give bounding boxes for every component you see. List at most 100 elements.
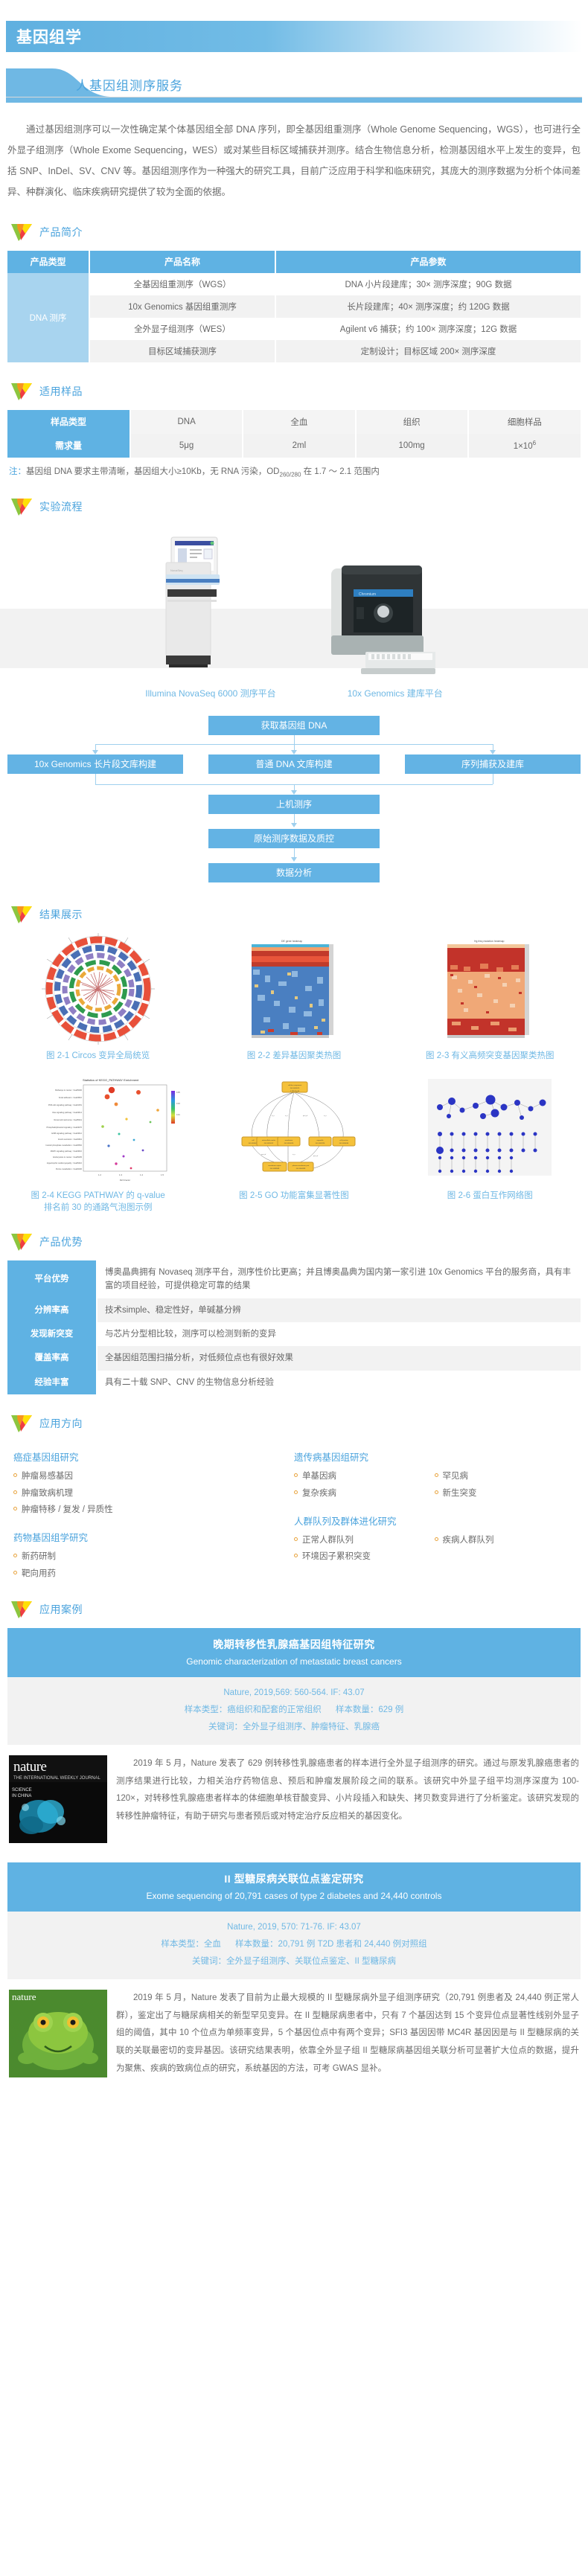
product-param-cell: DNA 小片段建库；30× 测序深度；90G 数据 [275, 272, 581, 295]
application-item: 单基因病 [294, 1468, 435, 1484]
go-dag-image: cellular component GO:0005575 1.79141e-05 … [205, 1073, 383, 1185]
page-title: 基因组学 [16, 29, 82, 46]
svg-text:Pathways in cancer : hsa05200: Pathways in cancer : hsa05200 [55, 1089, 83, 1092]
bullet-dot-icon [294, 1490, 298, 1494]
svg-text:is_a: is_a [324, 1115, 327, 1117]
section-heading-advantage: 产品优势 [10, 1232, 588, 1252]
bullet-dot-icon [13, 1554, 17, 1558]
advantage-label: 平台优势 [7, 1260, 98, 1298]
svg-text:part_of: part_of [313, 1155, 319, 1157]
svg-text:Purine metabolism : hsa00230: Purine metabolism : hsa00230 [56, 1167, 83, 1170]
bullet-dot-icon [294, 1537, 298, 1541]
case-title-cn: 晚期转移性乳腺癌基因组特征研究 [213, 1638, 375, 1651]
case-title-cn: II 型糖尿病关联位点鉴定研究 [224, 1873, 364, 1885]
svg-text:1.3: 1.3 [119, 1173, 122, 1176]
case-description-2: 2019 年 5 月，Nature 发表了目前为止最大规模的 II 型糖尿病外显… [116, 1993, 579, 2073]
product-name-cell: 目标区域捕获测序 [89, 339, 276, 362]
section-label-advantage: 产品优势 [39, 1235, 83, 1248]
sample-amount-cell: 2ml [243, 433, 357, 458]
svg-text:part_of: part_of [303, 1115, 308, 1117]
svg-text:GO:0098589: GO:0098589 [270, 1168, 280, 1170]
case-description-1: 2019 年 5 月，Nature 发表了 629 例转移性乳腺癌患者的样本进行… [116, 1759, 579, 1821]
svg-text:0.01: 0.01 [176, 1114, 180, 1116]
results-figure-row-2: Statistics of KEGG_PATHWAY Enrichment Pa… [0, 1073, 588, 1213]
flow-node-step: 上机测序 [208, 794, 380, 814]
bullet-dot-icon [13, 1570, 17, 1574]
application-item: 环境因子累积突变 [294, 1548, 435, 1565]
table-row: 10x Genomics 基因组重测序 长片段建库；40× 测序深度；约 120… [7, 295, 581, 318]
svg-text:GO:0030054: GO:0030054 [339, 1143, 349, 1144]
sample-amount-label: 需求量 [7, 433, 131, 458]
flow-node-branch: 10x Genomics 长片段文库构建 [7, 754, 183, 774]
advantage-label: 覆盖率高 [7, 1346, 98, 1371]
case-meta-2: Nature, 2019, 570: 71-76. IF: 43.07 样本类型… [7, 1912, 581, 1980]
section-heading-results: 结果展示 [10, 905, 588, 924]
instrument-caption: 10x Genomics 建库平台 [347, 688, 443, 699]
application-item: 新药研制 [13, 1548, 294, 1565]
figure-item: Hg freq mutation heatmap [400, 933, 579, 1061]
advantage-label: 分辨率高 [7, 1298, 98, 1322]
case-sample-line: 样本类型：癌组织和配套的正常组织 样本数量：629 例 [184, 1705, 404, 1715]
advantage-text: 具有二十载 SNP、CNV 的生物信息分析经验 [97, 1370, 581, 1395]
svg-text:Phosphatidylinositol signaling: Phosphatidylinositol signaling : hsa0407… [46, 1126, 82, 1129]
sample-type-cell: 组织 [355, 409, 469, 434]
advantages-table: 平台优势 博奥晶典拥有 Novaseq 测序平台，测序性价比更高；并且博奥晶典为… [7, 1260, 581, 1395]
table-row: 分辨率高 技术simple、稳定性好，单碱基分辨 [7, 1298, 581, 1322]
figure-item: 图 2-1 Circos 变异全局统览 [9, 932, 188, 1061]
th-product-param: 产品参数 [275, 250, 581, 273]
heatmap-orange-image: Hg freq mutation heatmap [400, 933, 579, 1045]
sample-type-label: 样品类型 [7, 409, 131, 434]
flow-node-branch: 普通 DNA 文库构建 [208, 754, 380, 774]
nature-frog-cover: nature [9, 1990, 107, 2078]
advantage-label: 经验丰富 [7, 1370, 98, 1395]
section-label-results: 结果展示 [39, 908, 83, 920]
check-v-icon [11, 1233, 32, 1251]
bullet-dot-icon [294, 1473, 298, 1478]
application-column-right: 遗传病基因组研究 单基因病 复杂疾病 罕见病 新生突变 人群队列及群体进化研究 … [294, 1442, 575, 1582]
table-row: 样品类型 DNA 全血 组织 细胞样品 [7, 409, 581, 434]
case-journal: Nature, 2019, 570: 71-76. IF: 43.07 [227, 1923, 361, 1932]
instrument-band [0, 608, 588, 668]
svg-text:Ras signaling pathway : hsa040: Ras signaling pathway : hsa04014 [52, 1111, 82, 1114]
instrument-caption: Illumina NovaSeq 6000 测序平台 [145, 688, 276, 699]
bullet-dot-icon [13, 1473, 17, 1478]
sample-type-cell: 细胞样品 [467, 409, 581, 434]
nature-journal-cover: nature THE INTERNATIONAL WEEKLY JOURNAL … [9, 1755, 107, 1844]
section-heading-workflow: 实验流程 [10, 497, 588, 516]
svg-text:extracellular matrix: extracellular matrix [262, 1139, 276, 1141]
case-sample-line: 样本类型：全血 样本数量：20,791 例 T2D 患者和 24,440 例对照… [161, 1940, 427, 1949]
svg-text:Insulin secretion : hsa04911: Insulin secretion : hsa04911 [58, 1138, 83, 1141]
case-header-1: 晚期转移性乳腺癌基因组特征研究 Genomic characterization… [7, 1628, 581, 1678]
svg-text:1.2: 1.2 [98, 1173, 101, 1176]
figure-caption: 图 2-5 GO 功能富集显著性图 [239, 1191, 349, 1200]
svg-text:Chromium: Chromium [359, 592, 376, 597]
product-table: 产品类型 产品名称 产品参数 DNA 测序 全基因组重测序（WGS） DNA 小… [7, 250, 581, 362]
note-subscript: 260/280 [279, 470, 301, 478]
case-journal: Nature, 2019,569: 560-564. IF: 43.07 [223, 1688, 365, 1698]
ppi-network-image [400, 1073, 579, 1185]
figure-caption: 图 2-4 KEGG PATHWAY 的 q-value 排名前 30 的通路气… [9, 1189, 188, 1213]
sample-type-cell: DNA [130, 409, 244, 434]
svg-text:organelle: organelle [316, 1139, 324, 1141]
svg-text:1.4: 1.4 [140, 1173, 143, 1176]
check-v-icon [11, 382, 32, 400]
svg-text:0.05: 0.05 [176, 1092, 180, 1094]
svg-text:nature: nature [12, 1991, 36, 2002]
nature-cover-art: SCIENCE IN CHINA [9, 1782, 107, 1844]
figure-item: cellular component GO:0005575 1.79141e-05 … [205, 1073, 383, 1213]
application-item: 肿瘤易感基因 [13, 1468, 294, 1484]
page-banner: 基因组学 [6, 21, 582, 52]
advantage-label: 发现新突变 [7, 1321, 98, 1347]
product-param-cell: Agilent v6 捕获；约 100× 测序深度；12G 数据 [275, 317, 581, 340]
svg-text:GO:0005575: GO:0005575 [290, 1088, 300, 1089]
bullet-dot-icon [13, 1506, 17, 1510]
case-keywords-line: 关键词：全外显子组测序、肿瘤特征、乳腺癌 [208, 1723, 380, 1732]
instrument-captions: Illumina NovaSeq 6000 测序平台 10x Genomics … [0, 687, 588, 699]
advantage-text: 技术simple、稳定性好，单碱基分辨 [97, 1298, 581, 1322]
section-label-workflow: 实验流程 [39, 500, 83, 513]
results-figure-row-1: 图 2-1 Circos 变异全局统览 DE gene heatmap [0, 932, 588, 1061]
svg-text:Focal adhesion : hsa04510: Focal adhesion : hsa04510 [59, 1096, 83, 1099]
sample-type-cell: 全血 [243, 409, 357, 434]
flow-node-branch: 序列捕获及建库 [405, 754, 581, 774]
heatmap-blue-image: DE gene heatmap [205, 933, 383, 1045]
